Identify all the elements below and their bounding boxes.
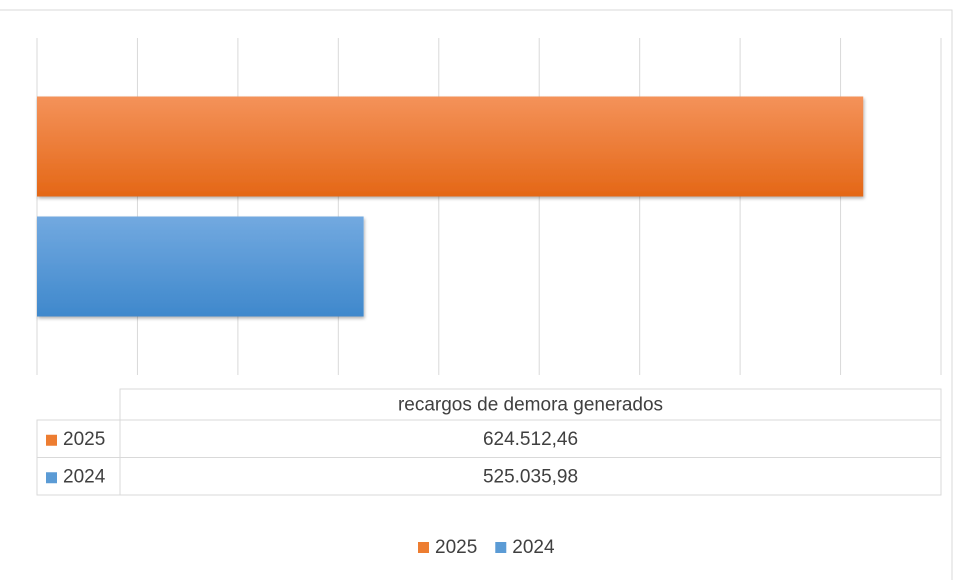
bar xyxy=(37,216,364,317)
frame xyxy=(0,9,953,580)
legend-key xyxy=(495,542,507,553)
table-legend-key xyxy=(46,472,57,484)
table-legend-key xyxy=(46,434,57,446)
table-series-name: 2024 xyxy=(63,466,106,487)
bar xyxy=(37,96,864,197)
legend-label: 2025 xyxy=(435,537,477,558)
table-row-border xyxy=(36,457,942,496)
legend-key xyxy=(418,542,429,553)
table-value: 525.035,98 xyxy=(483,466,578,487)
table-series-name: 2025 xyxy=(63,429,105,450)
table-value: 624.512,46 xyxy=(483,429,578,450)
table-header: recargos de demora generados xyxy=(398,395,663,416)
legend-label: 2024 xyxy=(512,537,555,558)
